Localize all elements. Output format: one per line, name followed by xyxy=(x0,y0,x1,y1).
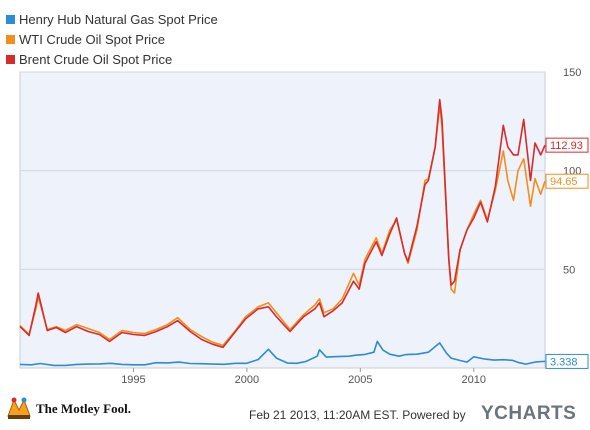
end-value-labels: 3.338 94.65 112.93 xyxy=(545,137,589,369)
end-label-box xyxy=(545,137,589,153)
x-tick-label: 1995 xyxy=(121,374,145,386)
logo-text: The Motley Fool. xyxy=(36,401,131,416)
jester-hat-icon xyxy=(7,397,31,419)
series-line xyxy=(19,340,546,367)
end-value-label: 3.338 xyxy=(545,353,589,369)
legend-swatch xyxy=(6,34,15,44)
end-value-label: 94.65 xyxy=(545,173,589,189)
legend-label: Henry Hub Natural Gas Spot Price xyxy=(19,11,218,27)
x-tick-label: 2010 xyxy=(462,374,486,386)
ycharts-brand-text: YCHARTS xyxy=(481,403,577,424)
motley-fool-logo: The Motley Fool. xyxy=(6,396,131,422)
legend-label: Brent Crude Oil Spot Price xyxy=(19,51,173,67)
ycharts-brand[interactable]: YCHARTS xyxy=(481,403,576,425)
y-tick-label: 150 xyxy=(563,67,581,79)
legend-item[interactable]: Brent Crude Oil Spot Price xyxy=(6,49,218,69)
legend-swatch xyxy=(6,14,15,24)
legend-item[interactable]: WTI Crude Oil Spot Price xyxy=(6,29,218,49)
end-label-text: 112.93 xyxy=(550,140,583,152)
legend-swatch xyxy=(6,54,15,64)
chart-legend: Henry Hub Natural Gas Spot Price WTI Crud… xyxy=(6,9,218,69)
x-tick-label: 2005 xyxy=(348,374,372,386)
plot-background xyxy=(19,71,546,369)
end-value-label: 112.93 xyxy=(545,137,589,153)
end-label-text: 94.65 xyxy=(550,176,578,188)
x-tick-label: 2000 xyxy=(235,374,259,386)
source-timestamp: Feb 21 2013, 11:20AM EST. Powered by xyxy=(249,408,466,422)
end-label-text: 3.338 xyxy=(550,356,578,368)
legend-item[interactable]: Henry Hub Natural Gas Spot Price xyxy=(6,9,218,29)
series-line xyxy=(19,98,546,349)
y-tick-label: 50 xyxy=(563,264,575,276)
legend-label: WTI Crude Oil Spot Price xyxy=(19,31,165,47)
end-label-box xyxy=(545,173,589,189)
series-line xyxy=(19,104,546,347)
end-label-box xyxy=(545,353,589,369)
series-lines xyxy=(19,98,546,367)
